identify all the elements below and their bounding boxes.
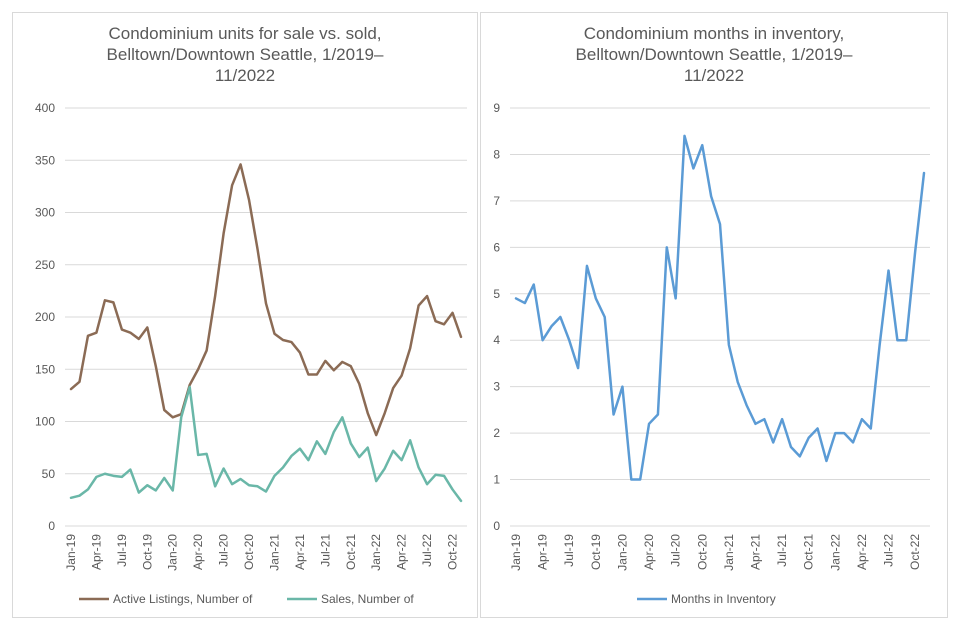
series-line-active-listings-number-of [69, 163, 463, 437]
x-tick-label: Oct-22 [446, 534, 460, 570]
y-tick-label: 250 [35, 258, 55, 272]
chart-title-units: Condominium units for sale vs. sold, Bel… [106, 24, 384, 85]
y-tick-label: 6 [493, 240, 500, 254]
x-tick-label: Apr-21 [293, 534, 307, 570]
chart-units-svg: 0 50 100 150 200 250 300 350 400 Jan-19 Apr-19 Jul-… [35, 101, 467, 606]
x-tick-label: Apr-19 [89, 534, 103, 570]
x-tick-label: Apr-21 [748, 534, 762, 570]
x-tick-label: Apr-22 [395, 534, 409, 570]
x-tick-label: Jul-21 [318, 534, 332, 567]
x-tick-label: Oct-19 [140, 534, 154, 570]
x-tick-label: Apr-22 [855, 534, 869, 570]
legend-label: Sales, Number of [321, 592, 414, 606]
x-tick-label: Jul-20 [217, 534, 231, 567]
x-tick-label: Jan-21 [722, 534, 736, 571]
x-tick-label: Oct-21 [344, 534, 358, 570]
x-tick-label: Jan-19 [509, 534, 523, 571]
x-tick-label: Apr-20 [191, 534, 205, 570]
y-tick-label: 150 [35, 362, 55, 376]
chart-panel-units: Condominium units for sale vs. sold, Bel… [12, 12, 478, 618]
x-tick-label: Jan-21 [267, 534, 281, 571]
y-tick-label: 200 [35, 310, 55, 324]
y-tick-label: 50 [42, 467, 56, 481]
series-line-sales-number-of [69, 385, 463, 503]
chart-panel-inventory: Condominium months in inventory, Belltow… [480, 12, 948, 618]
y-tick-label: 0 [493, 519, 500, 533]
y-tick-label: 350 [35, 153, 55, 167]
x-tick-label: Oct-21 [802, 534, 816, 570]
chart-title-inventory: Condominium months in inventory, Belltow… [575, 24, 853, 85]
x-tick-label: Oct-20 [242, 534, 256, 570]
y-tick-label: 2 [493, 426, 500, 440]
x-tick-label: Oct-22 [908, 534, 922, 570]
x-tick-label: Jul-21 [775, 534, 789, 567]
x-tick-label: Jan-22 [369, 534, 383, 571]
x-tick-label: Jul-22 [882, 534, 896, 567]
y-tick-label: 0 [48, 519, 55, 533]
series-line-months-in-inventory [514, 134, 926, 481]
y-tick-label: 9 [493, 101, 500, 115]
x-tick-label: Jul-22 [420, 534, 434, 567]
x-tick-label: Jul-19 [115, 534, 129, 567]
x-tick-label: Jul-19 [562, 534, 576, 567]
legend-label: Months in Inventory [671, 592, 776, 606]
x-tick-label: Jan-22 [828, 534, 842, 571]
y-tick-label: 8 [493, 147, 500, 161]
y-tick-label: 1 [493, 473, 500, 487]
x-tick-label: Jan-20 [615, 534, 629, 571]
x-tick-label: Jul-20 [669, 534, 683, 567]
y-tick-label: 7 [493, 194, 500, 208]
y-tick-label: 3 [493, 380, 500, 394]
x-tick-label: Oct-20 [695, 534, 709, 570]
x-tick-label: Apr-19 [536, 534, 550, 570]
x-tick-label: Jan-20 [166, 534, 180, 571]
x-tick-label: Jan-19 [64, 534, 78, 571]
x-tick-label: Apr-20 [642, 534, 656, 570]
y-tick-label: 5 [493, 287, 500, 301]
chart-inventory-svg: 0 1 2 3 4 5 6 7 8 9 Jan-19 Apr-19 Jul-19 Oct-19 Jan-20… [493, 101, 930, 606]
y-tick-label: 300 [35, 206, 55, 220]
legend-label: Active Listings, Number of [113, 592, 253, 606]
y-tick-label: 100 [35, 415, 55, 429]
y-tick-label: 400 [35, 101, 55, 115]
x-tick-label: Oct-19 [589, 534, 603, 570]
y-tick-label: 4 [493, 333, 500, 347]
